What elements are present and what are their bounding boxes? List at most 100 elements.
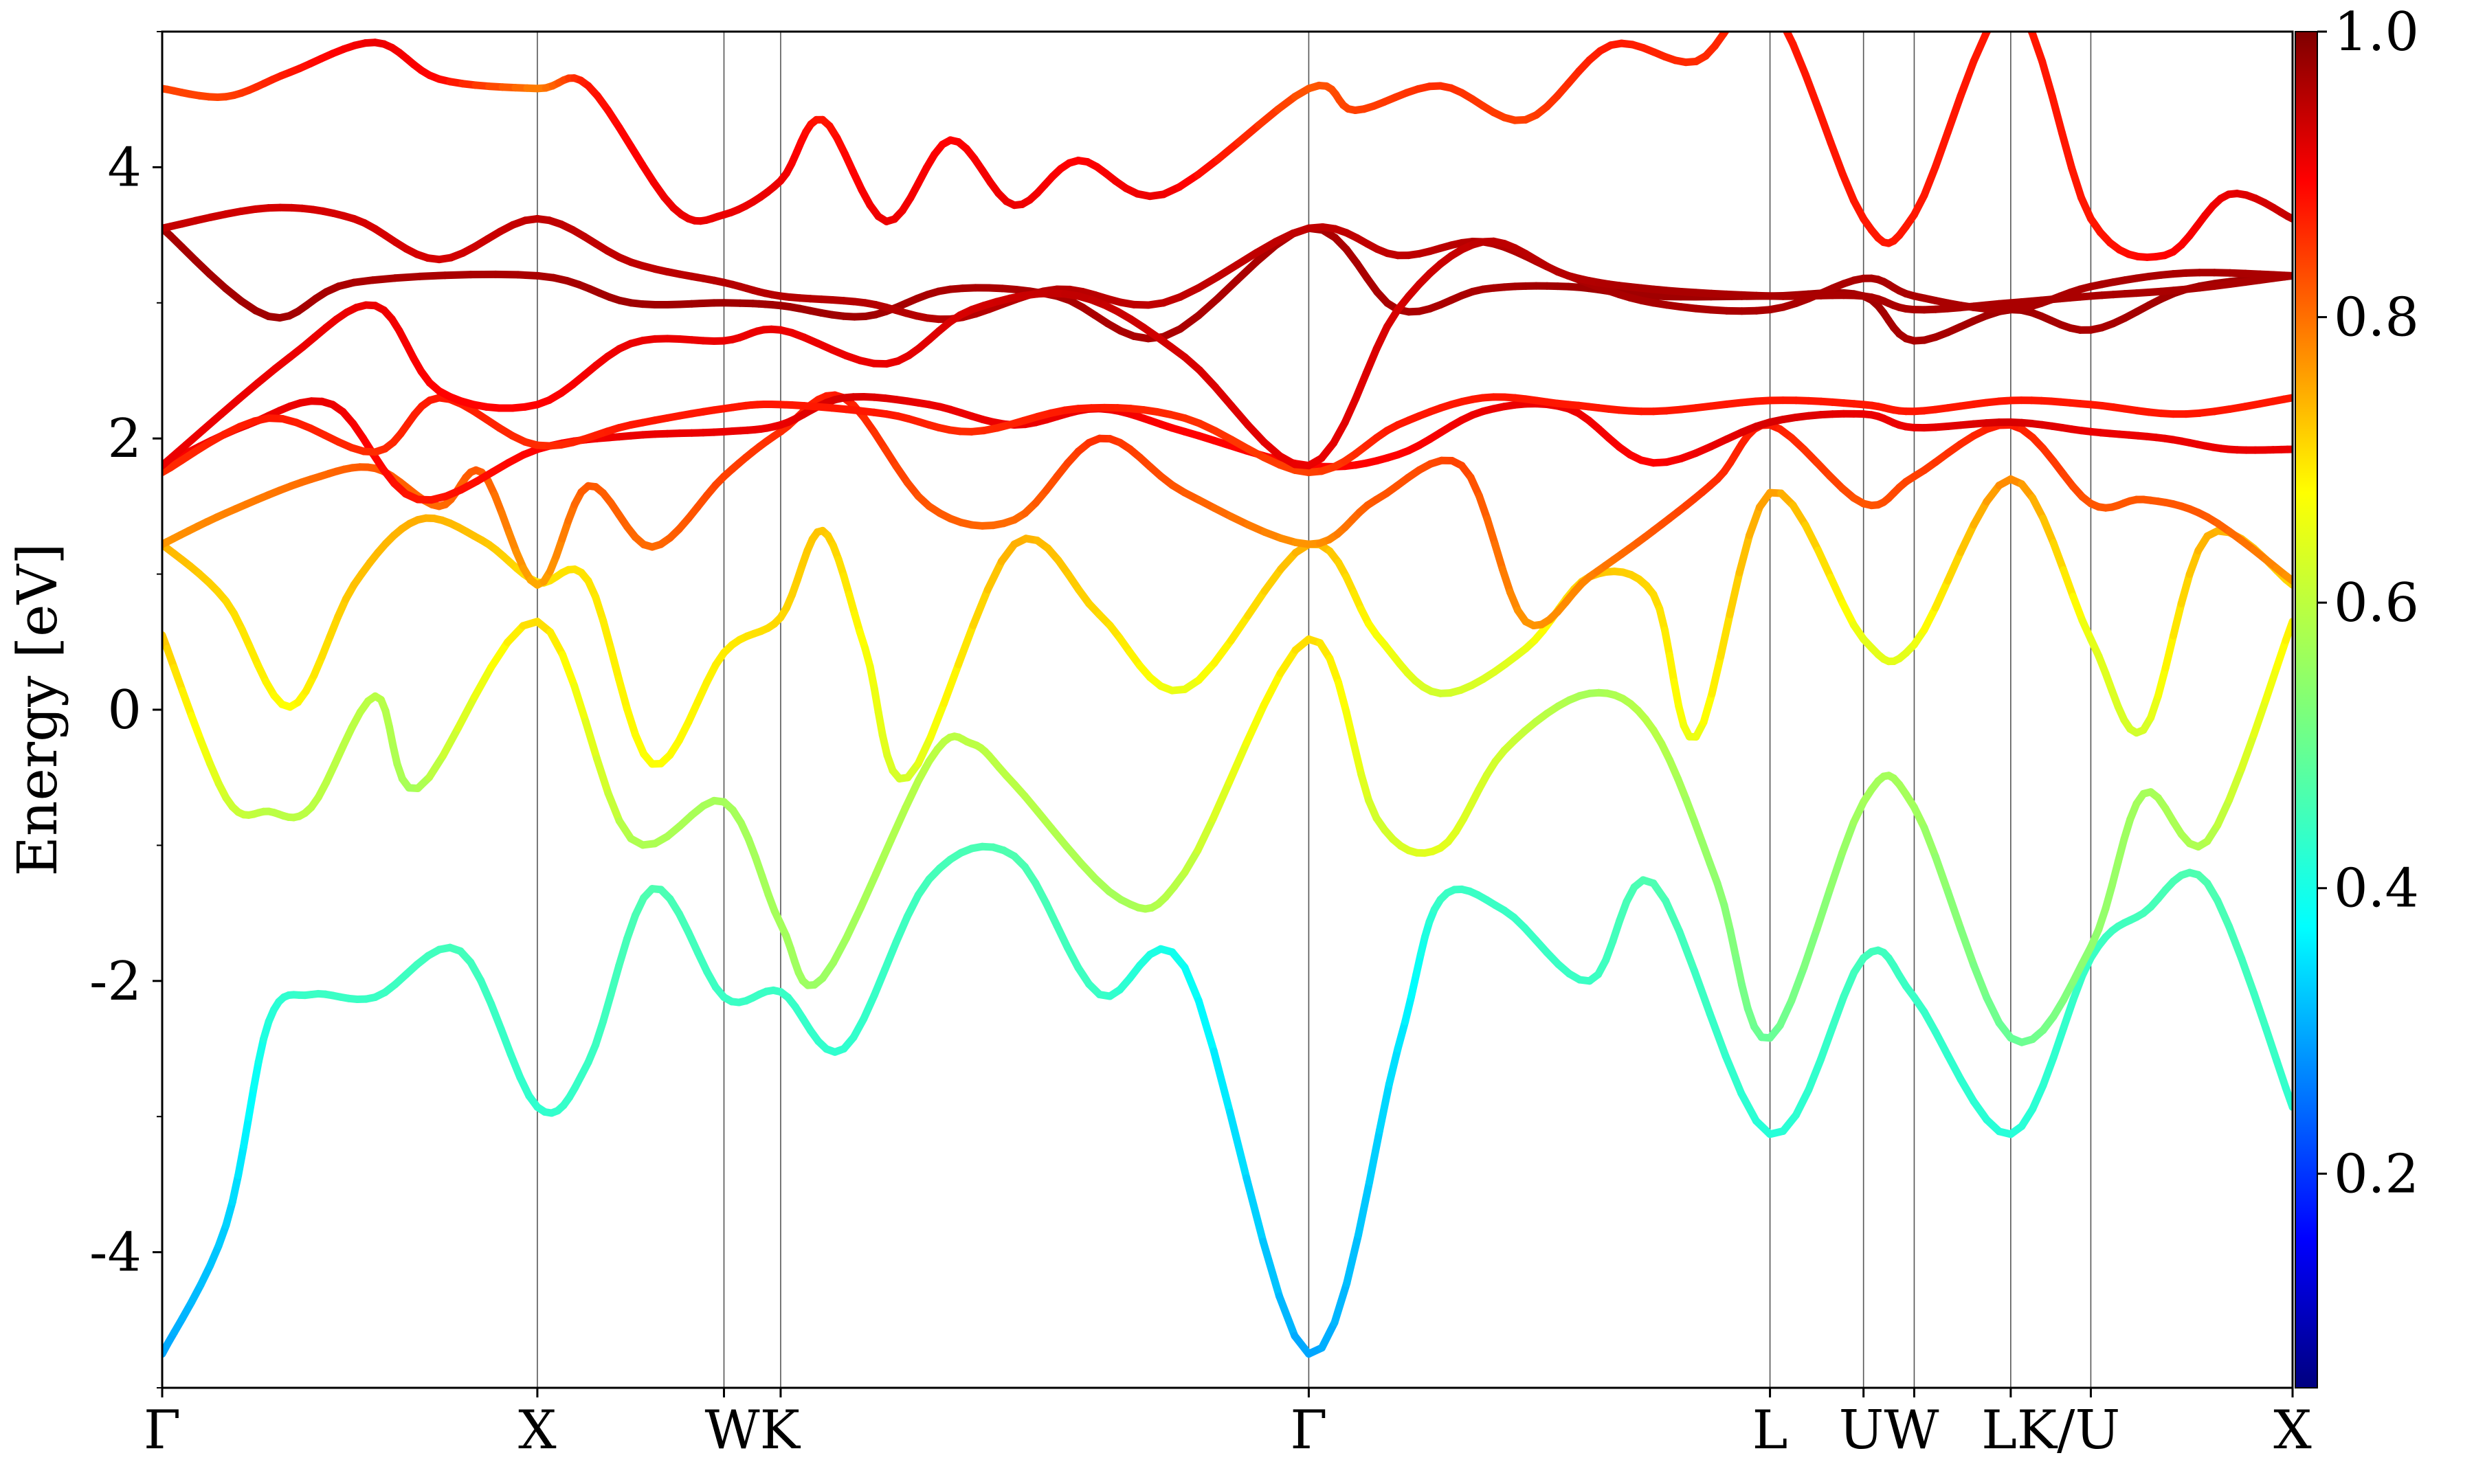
band-1-segment — [1355, 1178, 1374, 1239]
band-2 — [162, 618, 2293, 1046]
band-1-segment — [1053, 921, 1071, 952]
band-2-segment — [1970, 961, 1991, 1002]
band-1-segment — [2225, 923, 2246, 963]
band-1-segment — [2069, 971, 2086, 1004]
band-1-segment — [1194, 996, 1218, 1055]
band-2-segment — [1260, 669, 1284, 710]
band-1-segment — [1376, 1080, 1393, 1134]
band-2-segment — [1813, 886, 1834, 934]
band-9-segment — [2280, 271, 2293, 281]
band-10-segment — [1789, 40, 1809, 79]
band-3-segment — [2069, 592, 2086, 625]
band-3 — [162, 475, 2293, 783]
band-1-segment — [1394, 1018, 1409, 1053]
band-1-segment — [615, 934, 631, 970]
band-3-segment — [623, 705, 640, 739]
band-1-segment — [1840, 969, 1858, 1001]
band-1-segment — [892, 912, 911, 946]
band-3-segment — [1708, 652, 1725, 698]
band-10-segment — [1750, 0, 1760, 1]
colorbar-tick-label: 0.8 — [2334, 287, 2419, 349]
x-tick-label: Γ — [1290, 1399, 1327, 1461]
x-tick-label: X — [518, 1399, 557, 1461]
band-1-segment — [1259, 1237, 1284, 1301]
x-tick-label: L — [1752, 1399, 1788, 1461]
band-10-segment — [1801, 71, 1823, 113]
band-2-segment — [425, 752, 447, 781]
band-9-segment — [1341, 394, 1360, 427]
band-4 — [162, 391, 2293, 630]
band-2-segment — [1713, 879, 1728, 910]
y-tick-label: 2 — [107, 408, 142, 470]
band-2-segment — [2225, 765, 2246, 804]
colorbar-tick-label: 0.4 — [2334, 858, 2419, 920]
band-9-segment — [199, 410, 225, 434]
band-3-segment — [955, 621, 977, 668]
band-10 — [162, 0, 2293, 261]
band-1-segment — [2049, 1024, 2068, 1061]
band-3-segment — [2170, 600, 2185, 640]
band-2-segment — [1726, 927, 1740, 963]
band-3-segment — [1666, 651, 1678, 686]
band-2-segment — [1732, 954, 1746, 989]
band-2-segment — [1194, 815, 1217, 855]
band-4-segment — [1498, 565, 1514, 596]
band-10-segment — [2048, 92, 2066, 137]
band-10-segment — [1255, 105, 1282, 129]
band-2-segment — [2214, 796, 2233, 829]
band-2-segment — [1335, 679, 1350, 717]
band-10-segment — [1741, 1, 1750, 9]
band-7-segment — [1214, 276, 1241, 303]
band-10-segment — [2067, 164, 2085, 202]
band-1 — [162, 842, 2293, 1358]
band-1-segment — [245, 1084, 258, 1121]
band-2-segment — [170, 664, 186, 695]
band-3-segment — [1801, 521, 1823, 554]
band-1-segment — [1829, 993, 1848, 1031]
band-2-segment — [2238, 730, 2258, 773]
band-2-segment — [1047, 824, 1071, 851]
band-2-segment — [1720, 901, 1735, 935]
band-1-segment — [2273, 1057, 2290, 1092]
band-1-segment — [903, 891, 922, 921]
band-10-segment — [1234, 121, 1263, 146]
band-3-segment — [1244, 587, 1269, 620]
band-1-segment — [870, 965, 889, 1000]
band-2-segment — [1690, 816, 1706, 846]
band-7-segment — [1253, 241, 1280, 266]
y-tick-label: 4 — [107, 137, 142, 199]
band-3-segment — [1814, 546, 1835, 581]
band-2-segment — [438, 724, 463, 760]
band-1-segment — [1706, 1009, 1730, 1060]
colorbar-tick-label: 0.2 — [2334, 1143, 2419, 1205]
band-2-segment — [1849, 798, 1868, 827]
band-1-segment — [249, 1058, 263, 1092]
band-3-segment — [1735, 531, 1754, 576]
band-1-segment — [222, 1198, 236, 1229]
band-3-segment — [2039, 514, 2058, 548]
x-tick-label: Γ — [144, 1399, 181, 1461]
band-3-segment — [2154, 664, 2170, 700]
band-10-segment — [1814, 104, 1835, 146]
band-3-segment — [1970, 497, 1991, 529]
band-2-segment — [1826, 849, 1847, 894]
band-1-segment — [1690, 967, 1714, 1018]
band-9-segment — [1212, 383, 1236, 410]
band-3-segment — [1726, 568, 1743, 618]
band-9-segment — [236, 379, 262, 403]
band-2-segment — [470, 663, 495, 701]
band-1-segment — [2060, 996, 2077, 1032]
band-1-segment — [1805, 1055, 1825, 1094]
band-3-segment — [592, 593, 608, 625]
band-2-segment — [593, 755, 612, 797]
band-3-segment — [926, 699, 948, 742]
band-6-segment — [2280, 394, 2293, 403]
band-9-segment — [1196, 366, 1220, 391]
band-2-segment — [1776, 997, 1796, 1030]
band-1-segment — [2250, 989, 2270, 1033]
band-2-segment — [1943, 888, 1965, 933]
band-3-segment — [874, 708, 887, 739]
band-7-segment — [415, 271, 449, 280]
band-3-segment — [2049, 539, 2068, 574]
x-tick-label: UW — [1839, 1399, 1939, 1461]
